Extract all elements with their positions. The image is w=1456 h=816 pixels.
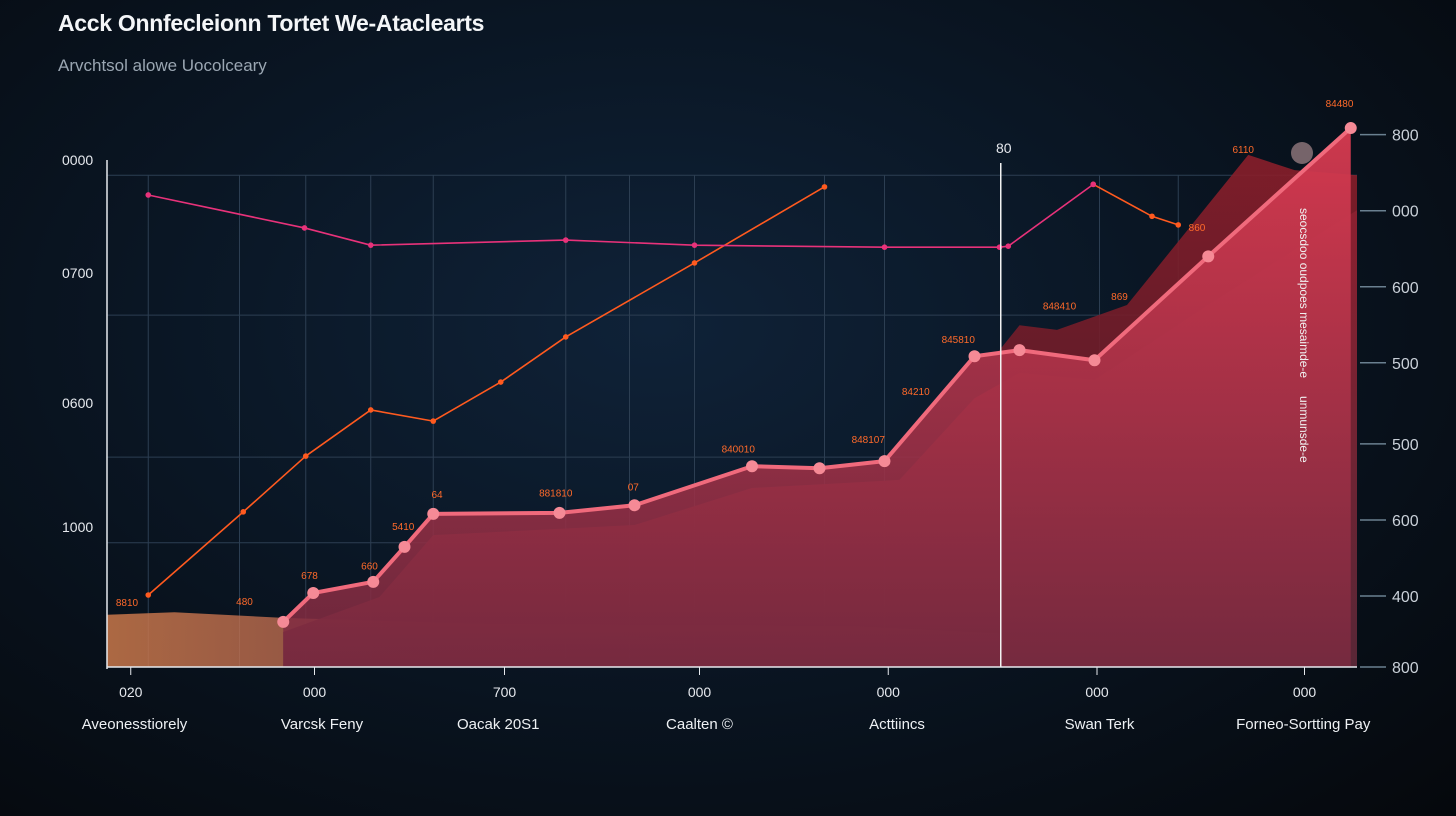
data-label: 848107 — [852, 435, 886, 446]
main-area-point — [1088, 354, 1101, 367]
category-label: Oacak 20S1 — [457, 716, 540, 733]
orange-line-2-point — [1149, 213, 1155, 220]
main-area — [283, 128, 1351, 667]
orange-line-point — [430, 418, 437, 424]
category-label: Swan Terk — [1065, 716, 1135, 733]
data-label: 8810 — [116, 598, 139, 609]
pink-line-point — [562, 237, 569, 243]
pink-line-line — [148, 183, 1094, 249]
orange-line-point — [367, 407, 374, 413]
orange-line-point — [145, 592, 152, 598]
main-area-point — [968, 350, 981, 363]
data-label: 5410 — [392, 522, 415, 533]
data-label: 848410 — [1043, 302, 1077, 313]
orange-line-point — [240, 509, 247, 515]
right-tick-label: 500 — [1392, 437, 1419, 454]
pink-line-point — [1005, 243, 1012, 249]
data-label: 660 — [361, 562, 378, 573]
orange-line-point — [821, 184, 828, 190]
x-tick-label: 000 — [1293, 684, 1317, 700]
main-area-point — [398, 540, 411, 553]
right-tick-label: 600 — [1392, 280, 1419, 297]
pink-line-point — [301, 225, 308, 231]
y-tick-label: 1000 — [62, 519, 93, 535]
data-label: 480 — [236, 597, 253, 608]
right-tick-label: 000 — [1392, 204, 1419, 221]
data-label: 84210 — [902, 387, 930, 398]
main-area-point — [307, 586, 320, 599]
y-tick-label: 0000 — [62, 152, 93, 168]
right-tick-label: 800 — [1392, 128, 1419, 145]
data-label: 678 — [301, 571, 318, 582]
right-tick-label: 800 — [1392, 660, 1419, 677]
chart-subtitle: Arvchtsol alowe Uocolceary — [58, 56, 267, 75]
marker-label: 80 — [996, 140, 1012, 156]
orange-line-point — [302, 453, 309, 459]
data-label: 07 — [628, 483, 640, 494]
main-area-point — [553, 506, 566, 519]
right-tick-label: 400 — [1392, 589, 1419, 606]
category-label: Varcsk Feny — [281, 716, 364, 733]
pink-line-point — [691, 242, 698, 248]
x-tick-label: 000 — [877, 684, 901, 700]
right-tick-label: 500 — [1392, 356, 1419, 373]
data-label: 64 — [431, 490, 443, 501]
main-area-point — [1344, 122, 1357, 135]
data-label: 840010 — [722, 445, 756, 456]
side-legend-text: seocsdoo oudpoes mesaimde-e — [1297, 208, 1311, 378]
data-label: 869 — [1111, 292, 1128, 303]
category-label: Acttiincs — [869, 716, 925, 733]
main-area-point — [277, 615, 290, 628]
main-area-point — [746, 460, 758, 473]
main-area-point — [813, 462, 826, 475]
x-tick-label: 020 — [119, 684, 143, 700]
pink-line-point — [367, 242, 374, 248]
chart-title: Acck Onnfecleionn Tortet We-Ataclearts — [58, 10, 485, 36]
category-label: Aveonesstiorely — [82, 716, 188, 733]
orange-line-point — [691, 260, 698, 266]
x-tick-label: 700 — [493, 684, 517, 700]
x-tick-label: 000 — [688, 684, 712, 700]
main-area-point — [878, 455, 891, 468]
data-label: 6110 — [1232, 145, 1254, 156]
main-area-point — [1202, 250, 1215, 263]
category-label: Forneo-Sortting Pay — [1236, 716, 1371, 733]
x-tick-label: 000 — [1085, 684, 1109, 700]
main-area-point — [1013, 344, 1026, 357]
category-label: Caalten © — [666, 716, 733, 733]
data-label: 84480 — [1326, 99, 1354, 110]
data-label: 881810 — [539, 489, 573, 500]
pink-line-point — [1090, 181, 1097, 188]
orange-line-2-line — [1092, 183, 1179, 226]
x-tick-label: 000 — [303, 684, 327, 700]
y-tick-label: 0600 — [62, 395, 93, 411]
orange-line-point — [562, 334, 569, 340]
pink-line-point — [881, 244, 888, 251]
main-area-point — [427, 507, 440, 520]
pink-line-point — [145, 192, 152, 198]
main-area-point — [628, 499, 641, 512]
side-legend-text: unmunsde-e — [1297, 396, 1311, 463]
orange-line-point — [497, 379, 504, 385]
main-area-point — [367, 575, 380, 588]
y-tick-label: 0700 — [62, 265, 93, 281]
right-tick-label: 600 — [1392, 513, 1419, 530]
data-label: 860 — [1189, 223, 1206, 234]
highlight-dot — [1291, 142, 1313, 164]
orange-line-2-point — [1175, 222, 1182, 228]
data-label: 845810 — [942, 335, 976, 346]
